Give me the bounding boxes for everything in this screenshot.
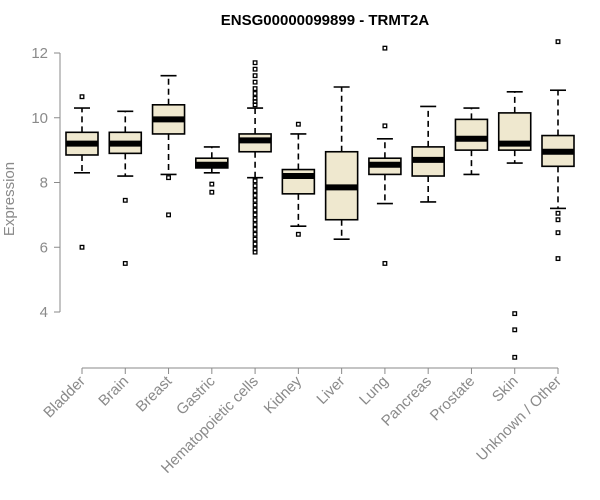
outlier-point [252,73,258,79]
y-axis: 4 6 8 10 12 [31,45,61,321]
chart-title: ENSG00000099899 - TRMT2A [221,12,430,29]
outlier-point [382,45,388,51]
outlier-point [252,241,258,247]
box-group [65,94,99,250]
x-tick-label: Prostate [427,373,479,425]
y-tick-label: 6 [40,239,48,256]
box-group [497,91,532,360]
x-tick-label: Breast [133,372,176,415]
outlier-point [252,79,258,85]
box-group [454,107,489,176]
box-group [108,110,143,266]
outlier-point [252,192,258,198]
box-group [151,74,186,218]
outlier-point [382,260,388,266]
outlier-point [122,260,128,266]
outlier-point [252,236,258,242]
outlier-point [252,217,258,223]
outlier-point [512,354,518,360]
box-group [281,121,316,237]
y-tick-label: 10 [31,110,48,127]
outlier-point [512,327,518,333]
outlier-point [382,123,388,129]
outlier-point [252,226,258,232]
outlier-point [295,231,301,237]
outlier-point [252,222,258,228]
y-tick-label: 12 [31,45,48,62]
outlier-point [122,197,128,203]
outlier-point [209,181,215,187]
outlier-point [79,244,85,250]
outlier-point [209,189,215,195]
y-axis-label: Expression [1,162,18,236]
box-group [368,45,402,266]
outlier-point [79,94,85,100]
x-tick-label: Lung [356,373,392,409]
outlier-point [252,60,258,66]
outlier-point [555,256,561,262]
x-tick-label: Skin [489,373,522,406]
outlier-point [252,249,258,255]
box-group [195,146,229,195]
outlier-point [555,39,561,45]
box-group [411,105,445,203]
plot-area [65,39,575,360]
outlier-point [252,231,258,237]
outlier-point [252,202,258,208]
y-tick-label: 4 [40,304,48,321]
outlier-point [295,121,301,127]
outlier-point [252,91,258,96]
outlier-point [252,207,258,213]
box-group [541,39,575,262]
outlier-point [252,86,258,92]
outlier-point [555,230,561,236]
outlier-point [252,183,258,189]
x-tick-label: Bladder [40,373,89,422]
x-tick-label: Brain [95,373,132,410]
outlier-point [512,311,518,317]
y-tick-label: 8 [40,175,48,192]
x-tick-label: Liver [313,373,348,408]
outlier-point [166,212,171,218]
outlier-point [166,175,171,181]
box-group [324,86,359,240]
outlier-point [555,217,561,223]
outlier-point [252,197,258,203]
x-tick-label: Kidney [261,372,306,417]
iqr-box [454,118,489,151]
outlier-point [252,66,258,72]
outlier-point [252,188,258,194]
box-group [238,60,272,255]
outlier-point [252,178,258,184]
outlier-point [252,212,258,218]
outlier-point [555,210,561,216]
outlier-point [252,102,258,108]
